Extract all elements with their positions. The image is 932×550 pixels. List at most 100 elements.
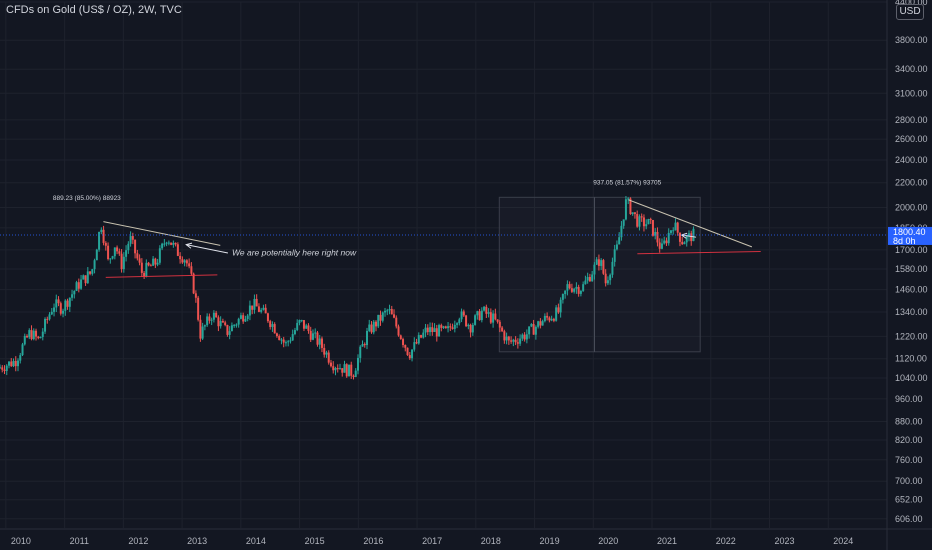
candle-body [399,335,402,340]
candle-body [323,347,326,355]
candle-body [512,339,515,342]
candle-body [494,313,497,320]
y-tick-label: 820.00 [895,435,923,445]
candle-body [476,311,479,316]
candle-body [433,328,436,332]
candle-body [525,334,528,340]
candle-body [435,328,438,337]
candle-body [588,277,591,282]
x-tick-label: 2016 [363,536,383,546]
candle-body [593,264,596,275]
candle-body [372,321,375,333]
candle-body [179,255,182,260]
x-tick-label: 2015 [305,536,325,546]
candle-body [71,294,74,298]
candle-body [631,212,634,215]
candle-body [316,332,319,345]
x-tick-label: 2010 [11,536,31,546]
candle-body [640,216,643,218]
candle-body [206,316,209,326]
candle-body [462,311,465,316]
candle-body [624,199,627,220]
candle-body [415,342,418,344]
candle-body [55,299,58,308]
candle-body [215,312,218,318]
candle-body [474,315,477,325]
candle-body [595,259,598,265]
candle-body [539,321,542,326]
candle-body [546,315,549,318]
candle-body [485,306,488,314]
candle-body [444,326,447,329]
candle-body [361,344,364,347]
candle-body [203,325,206,327]
candle-body [68,297,71,307]
candle-body [467,324,470,327]
x-tick-label: 2012 [128,536,148,546]
candle-body [447,326,450,329]
candle-body [174,242,177,245]
candle-body [665,240,668,244]
chart-title: CFDs on Gold (US$ / OZ), 2W, TVC [6,4,182,16]
measure-label: 937.05 (81.57%) 93705 [593,179,661,186]
candle-body [5,365,8,371]
candle-body [555,307,558,321]
candle-body [233,324,236,326]
candle-body [575,286,578,289]
candle-body [239,315,242,319]
y-tick-label: 2600.00 [895,134,928,144]
candle-body [453,324,456,329]
candle-body [91,269,94,274]
candle-body [404,344,407,348]
candle-body [359,346,362,358]
candle-body [197,297,200,320]
x-tick-label: 2013 [187,536,207,546]
candle-body [181,259,184,263]
candle-body [143,272,146,277]
y-tick-label: 4400.00 [895,0,928,7]
candle-body [557,307,560,313]
candle-body [552,318,555,321]
measure-label: 889.23 (85.00%) 88923 [53,195,121,202]
candle-body [685,236,688,243]
candle-body [611,261,614,275]
candle-body [352,375,355,377]
y-tick-label: 652.00 [895,495,923,505]
candle-body [534,326,537,335]
candle-body [48,314,51,320]
candle-body [129,236,132,244]
candle-body [602,260,605,274]
candle-body [582,284,585,291]
candle-body [642,217,645,227]
candle-body [210,319,213,321]
candle-body [41,331,44,337]
candle-body [411,349,414,359]
candle-body [199,319,202,339]
currency-selector[interactable]: USD [896,4,924,20]
candle-body [663,240,666,244]
candle-body [217,317,220,327]
candle-body [449,326,452,328]
candle-body [46,318,49,320]
x-tick-label: 2022 [716,536,736,546]
x-tick-label: 2011 [70,536,89,546]
candle-body [615,244,618,250]
candle-body [208,316,211,321]
candle-body [440,325,443,328]
candle-body [429,327,432,333]
y-tick-label: 760.00 [895,455,923,465]
y-tick-label: 1340.00 [895,307,928,317]
candle-body [167,242,170,244]
candle-body [609,274,612,281]
candle-body [591,274,594,282]
candle-body [62,310,65,314]
y-tick-label: 3100.00 [895,88,928,98]
candle-body [116,247,119,252]
note-label: We are potentially here right now [232,247,357,257]
x-tick-label: 2021 [657,536,677,546]
x-tick-label: 2017 [422,536,442,546]
candle-body [1,367,4,370]
y-tick-label: 1700.00 [895,245,928,255]
